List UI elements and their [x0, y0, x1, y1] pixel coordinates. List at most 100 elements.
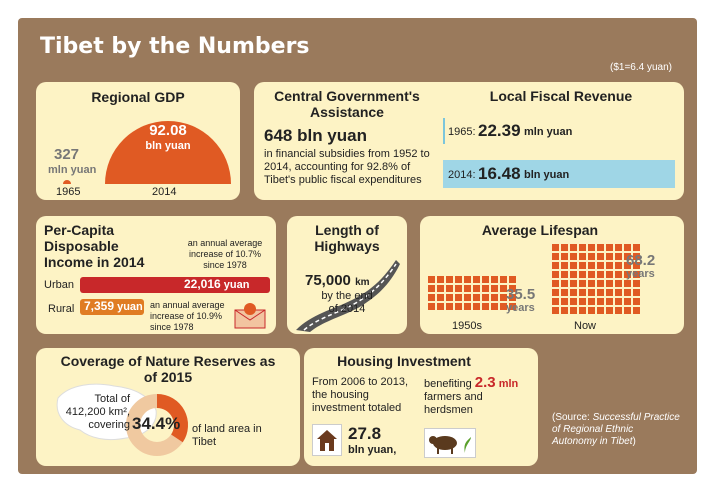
income-urban-amount: 22,016 [184, 277, 221, 291]
lifespan-square [482, 294, 489, 301]
lifespan-square [491, 276, 498, 283]
housing-benefit: benefiting 2.3 mln farmers and herdsmen [424, 374, 534, 417]
house-icon [312, 424, 342, 456]
lifespan-square [615, 244, 622, 251]
gdp-year-1965: 1965 [56, 186, 81, 198]
lifespan-square [579, 244, 586, 251]
assistance-description: in financial subsidies from 1952 to 2014… [264, 148, 430, 186]
lifespan-square [473, 294, 480, 301]
lifespan-square [633, 298, 640, 305]
lifespan-square [464, 294, 471, 301]
lifespan-square [597, 244, 604, 251]
lifespan-square [446, 303, 453, 310]
lifespan-square [633, 271, 640, 278]
highways-number: 75,000 [305, 272, 351, 289]
lifespan-square [561, 280, 568, 287]
lifespan-square [561, 244, 568, 251]
lifespan-square [633, 244, 640, 251]
lifespan-square [455, 285, 462, 292]
gdp-1965-unit: mln yuan [48, 164, 97, 176]
lifespan-square [588, 271, 595, 278]
lifespan-square [509, 303, 516, 310]
fiscal-1965-value: 22.39 [478, 121, 521, 140]
lifespan-now-squares [552, 244, 640, 314]
yak-icon [424, 428, 476, 458]
reserves-suffix: of land area in Tibet [192, 423, 262, 448]
income-rural-value: 7,359 yuan [84, 300, 143, 314]
lifespan-square [437, 276, 444, 283]
lifespan-square [606, 280, 613, 287]
lifespan-square [428, 294, 435, 301]
road-icon [296, 260, 400, 332]
lifespan-square [473, 285, 480, 292]
fiscal-1965-unit: mln yuan [524, 126, 573, 138]
lifespan-1950s-value: 35.5 [506, 286, 536, 303]
lifespan-square [446, 276, 453, 283]
lifespan-square [570, 271, 577, 278]
lifespan-square [579, 262, 586, 269]
lifespan-square [606, 271, 613, 278]
lifespan-square [579, 280, 586, 287]
lifespan-square [624, 244, 631, 251]
lifespan-square [615, 271, 622, 278]
lifespan-square [624, 289, 631, 296]
reserves-donut-chart [126, 394, 188, 456]
lifespan-square [464, 285, 471, 292]
lifespan-square [552, 298, 559, 305]
housing-benefit-post: farmers and herdsmen [424, 391, 483, 416]
lifespan-square [615, 298, 622, 305]
lifespan-square [561, 289, 568, 296]
lifespan-square [606, 244, 613, 251]
fiscal-2014-unit: bln yuan [524, 169, 570, 181]
lifespan-1950s-squares [428, 276, 516, 310]
housing-heading: Housing Investment [337, 353, 471, 369]
housing-benefit-value: 2.3 [474, 374, 496, 391]
income-rural-unit: yuan [117, 301, 143, 313]
money-envelope-icon [234, 303, 266, 329]
lifespan-square [500, 285, 507, 292]
lifespan-square [509, 276, 516, 283]
lifespan-square [428, 285, 435, 292]
lifespan-square [570, 307, 577, 314]
lifespan-square [624, 271, 631, 278]
reserves-percent: 34.4% [132, 414, 181, 433]
lifespan-square [482, 276, 489, 283]
lifespan-square [615, 262, 622, 269]
lifespan-square [500, 303, 507, 310]
fiscal-1965-year: 1965: [448, 126, 476, 138]
lifespan-square [473, 303, 480, 310]
source-prefix: (Source: [552, 412, 590, 423]
lifespan-square [588, 289, 595, 296]
lifespan-square [570, 262, 577, 269]
fiscal-2014-bar [443, 160, 675, 188]
fiscal-2014-year: 2014: [448, 169, 476, 181]
lifespan-label-1950s: 1950s [452, 320, 482, 332]
exchange-rate-note: ($1=6.4 yuan) [610, 62, 672, 73]
lifespan-square [482, 285, 489, 292]
lifespan-square [500, 294, 507, 301]
lifespan-square [491, 285, 498, 292]
fiscal-1965-bar-marker [443, 118, 445, 144]
highways-description: by the end of 2014 [321, 290, 373, 315]
housing-benefit-unit: mln [498, 378, 519, 390]
lifespan-square [509, 294, 516, 301]
lifespan-square [570, 280, 577, 287]
reserves-total-text: Total of 412,200 km², covering [65, 393, 130, 431]
lifespan-square [579, 253, 586, 260]
lifespan-square [588, 280, 595, 287]
income-heading: Per-Capita Disposable Income in 2014 [44, 222, 145, 270]
assistance-heading: Central Government's Assistance [274, 88, 420, 120]
lifespan-square [509, 285, 516, 292]
lifespan-square [437, 294, 444, 301]
lifespan-square [464, 303, 471, 310]
fiscal-heading: Local Fiscal Revenue [489, 88, 633, 104]
housing-left-text: From 2006 to 2013, the housing investmen… [312, 376, 409, 414]
lifespan-square [633, 307, 640, 314]
lifespan-square [570, 244, 577, 251]
lifespan-square [552, 253, 559, 260]
lifespan-square [473, 276, 480, 283]
income-rural-note: an annual average increase of 10.9% sinc… [150, 300, 225, 332]
lifespan-square [464, 276, 471, 283]
lifespan-square [446, 285, 453, 292]
lifespan-square [606, 298, 613, 305]
